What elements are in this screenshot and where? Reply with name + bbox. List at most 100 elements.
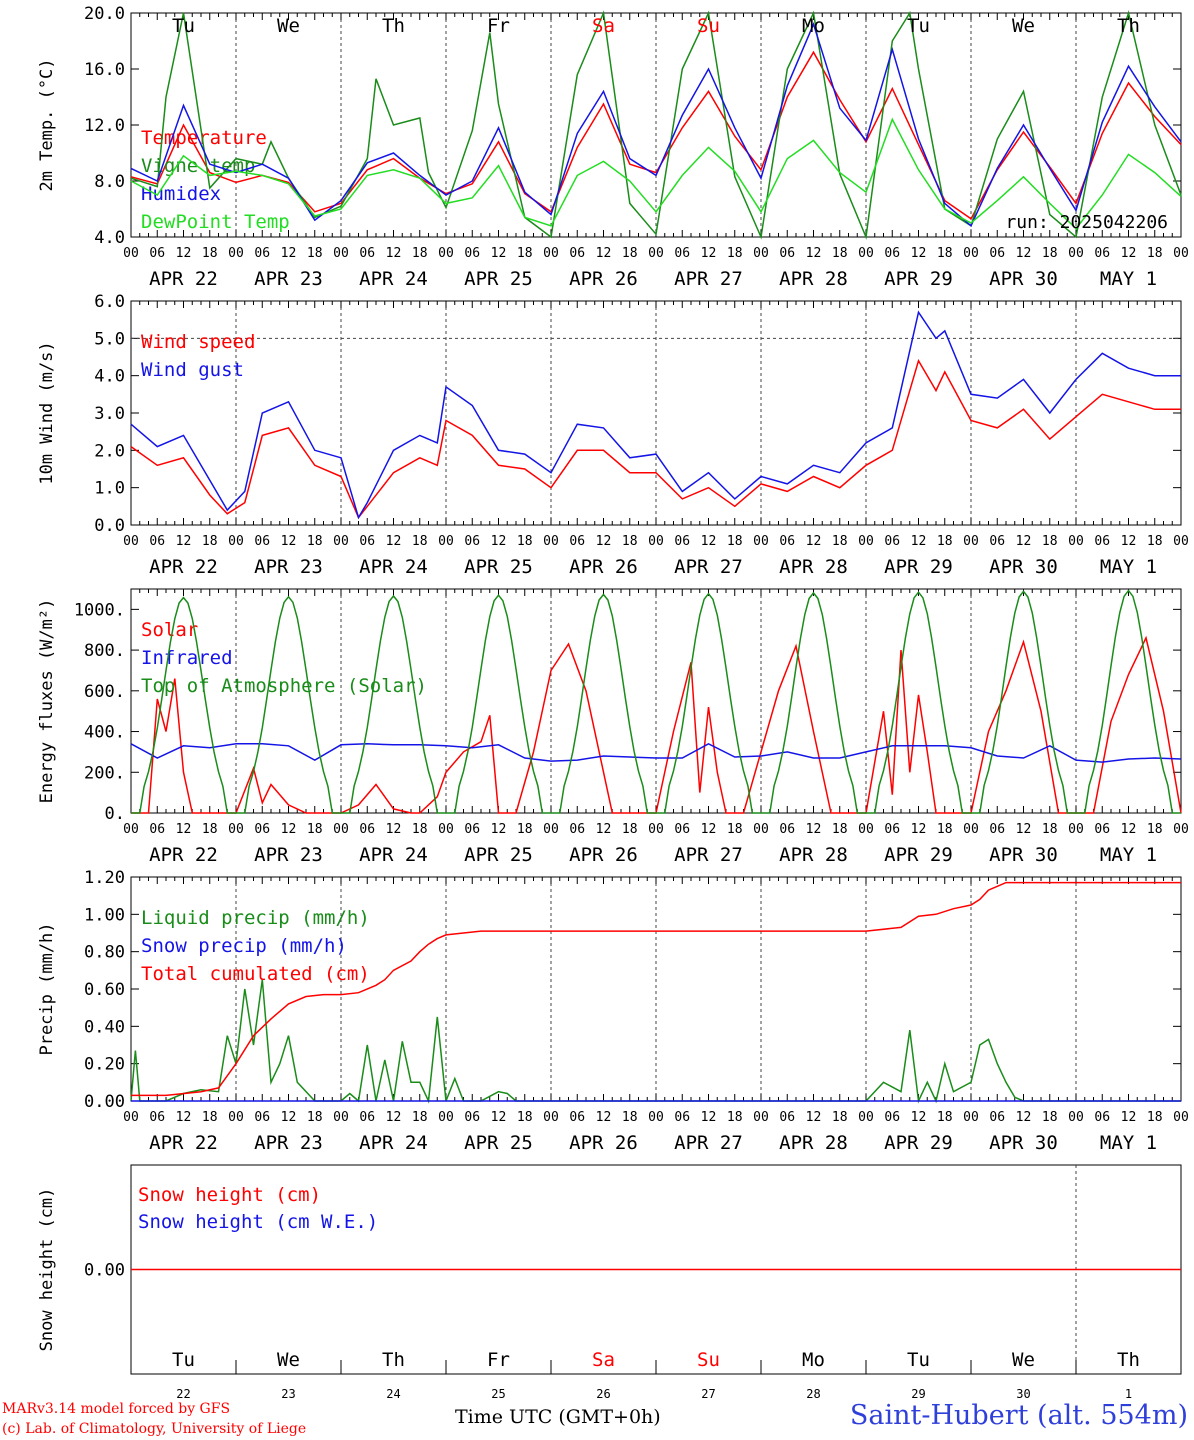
legend-entry: Temperature bbox=[141, 127, 267, 149]
date-label: APR 25 bbox=[464, 1132, 533, 1154]
hour-tick-label: 18 bbox=[1147, 246, 1163, 261]
date-label: APR 22 bbox=[149, 844, 218, 866]
hour-tick-label: 06 bbox=[1094, 822, 1110, 837]
legend-entry: Snow precip (mm/h) bbox=[141, 935, 347, 957]
hour-tick-label: 06 bbox=[779, 822, 795, 837]
day-name-top: Mo bbox=[802, 15, 825, 37]
hour-tick-label: 06 bbox=[1094, 246, 1110, 261]
hour-tick-label: 12 bbox=[281, 822, 297, 837]
hour-tick-label: 18 bbox=[517, 534, 533, 549]
day-number: 23 bbox=[281, 1387, 295, 1401]
y-axis-title: Precip (mm/h) bbox=[37, 922, 57, 1055]
hour-tick-label: 06 bbox=[359, 822, 375, 837]
date-label: APR 24 bbox=[359, 556, 428, 578]
y-tick-label: 0.00 bbox=[84, 1261, 125, 1281]
day-number: 28 bbox=[806, 1387, 820, 1401]
date-label: APR 27 bbox=[674, 556, 743, 578]
hour-tick-label: 12 bbox=[176, 1110, 192, 1125]
hour-tick-label: 06 bbox=[254, 246, 270, 261]
y-tick-label: 5.0 bbox=[94, 329, 125, 349]
hour-tick-label: 06 bbox=[989, 246, 1005, 261]
y-axis-title: Energy fluxes (W/m²) bbox=[37, 599, 57, 804]
y-tick-label: 16.0 bbox=[84, 60, 125, 80]
hour-tick-label: 00 bbox=[333, 822, 349, 837]
day-name-top: We bbox=[277, 15, 300, 37]
x-minor-ticks bbox=[130, 589, 1182, 813]
hour-tick-label: 00 bbox=[123, 534, 139, 549]
hour-tick-label: 18 bbox=[937, 534, 953, 549]
hour-tick-label: 00 bbox=[858, 822, 874, 837]
legend-entry: Solar bbox=[141, 619, 198, 641]
hour-tick-label: 18 bbox=[202, 246, 218, 261]
day-number: 1 bbox=[1125, 1387, 1132, 1401]
y-tick-label: 12.0 bbox=[84, 116, 125, 136]
hour-tick-label: 06 bbox=[569, 534, 585, 549]
date-label: APR 24 bbox=[359, 268, 428, 290]
hour-tick-label: 12 bbox=[1016, 1110, 1032, 1125]
y-axis-title: 10m Wind (m/s) bbox=[37, 341, 57, 484]
series-line-temperature bbox=[130, 50, 1182, 220]
hour-tick-label: 12 bbox=[596, 534, 612, 549]
date-label: MAY 1 bbox=[1100, 556, 1157, 578]
hour-tick-label: 12 bbox=[1121, 246, 1137, 261]
y-tick-label: 8.0 bbox=[94, 172, 125, 192]
day-number: 30 bbox=[1016, 1387, 1030, 1401]
hour-tick-label: 06 bbox=[989, 534, 1005, 549]
date-label: APR 24 bbox=[359, 844, 428, 866]
series-line-vigne-temp bbox=[130, 10, 1182, 240]
date-label: APR 22 bbox=[149, 268, 218, 290]
hour-tick-label: 12 bbox=[281, 534, 297, 549]
hour-tick-label: 00 bbox=[123, 1110, 139, 1125]
y-tick-label: 1.0 bbox=[94, 479, 125, 499]
day-name-bottom: Th bbox=[1117, 1349, 1140, 1371]
hour-tick-label: 12 bbox=[176, 246, 192, 261]
hour-tick-label: 18 bbox=[412, 246, 428, 261]
hour-tick-label: 00 bbox=[1068, 246, 1084, 261]
hour-tick-label: 06 bbox=[149, 246, 165, 261]
date-label: APR 30 bbox=[989, 556, 1058, 578]
hour-tick-label: 18 bbox=[937, 1110, 953, 1125]
day-number: 26 bbox=[596, 1387, 610, 1401]
hour-tick-label: 00 bbox=[438, 1110, 454, 1125]
y-tick-label: 0.00 bbox=[84, 1092, 125, 1112]
hour-tick-label: 12 bbox=[1016, 534, 1032, 549]
date-label: APR 28 bbox=[779, 556, 848, 578]
y-tick-label: 4.0 bbox=[94, 228, 125, 248]
hour-tick-label: 00 bbox=[963, 822, 979, 837]
hour-tick-label: 12 bbox=[386, 246, 402, 261]
x-axis-title: Time UTC (GMT+0h) bbox=[455, 1406, 661, 1428]
hour-tick-label: 06 bbox=[1094, 534, 1110, 549]
y-tick-label: 800. bbox=[84, 641, 125, 661]
date-label: APR 28 bbox=[779, 268, 848, 290]
hour-tick-label: 06 bbox=[779, 246, 795, 261]
hour-tick-label: 06 bbox=[674, 246, 690, 261]
hour-tick-label: 06 bbox=[359, 1110, 375, 1125]
hour-tick-label: 00 bbox=[1173, 822, 1189, 837]
hour-tick-label: 18 bbox=[1147, 534, 1163, 549]
hour-tick-label: 06 bbox=[569, 1110, 585, 1125]
date-label: APR 28 bbox=[779, 1132, 848, 1154]
hour-tick-label: 00 bbox=[543, 534, 559, 549]
hour-tick-label: 06 bbox=[464, 534, 480, 549]
hour-tick-label: 00 bbox=[753, 534, 769, 549]
y-tick-label: 0. bbox=[105, 804, 125, 824]
hour-tick-label: 18 bbox=[412, 822, 428, 837]
y-tick-label: 0.80 bbox=[84, 943, 125, 963]
hour-tick-label: 06 bbox=[569, 246, 585, 261]
hour-tick-label: 00 bbox=[858, 246, 874, 261]
hour-tick-label: 12 bbox=[806, 1110, 822, 1125]
hour-tick-label: 00 bbox=[963, 1110, 979, 1125]
date-label: APR 29 bbox=[884, 1132, 953, 1154]
date-label: APR 24 bbox=[359, 1132, 428, 1154]
date-label: APR 27 bbox=[674, 844, 743, 866]
hour-tick-label: 18 bbox=[1147, 822, 1163, 837]
hour-tick-label: 00 bbox=[1068, 1110, 1084, 1125]
hour-tick-label: 18 bbox=[202, 1110, 218, 1125]
day-name-top: Su bbox=[697, 15, 720, 37]
panel-frame-3 bbox=[130, 588, 1182, 814]
hour-tick-label: 18 bbox=[832, 534, 848, 549]
legend-entry: Infrared bbox=[141, 647, 233, 669]
hour-tick-label: 00 bbox=[228, 822, 244, 837]
hour-tick-label: 00 bbox=[543, 246, 559, 261]
date-label: APR 30 bbox=[989, 1132, 1058, 1154]
